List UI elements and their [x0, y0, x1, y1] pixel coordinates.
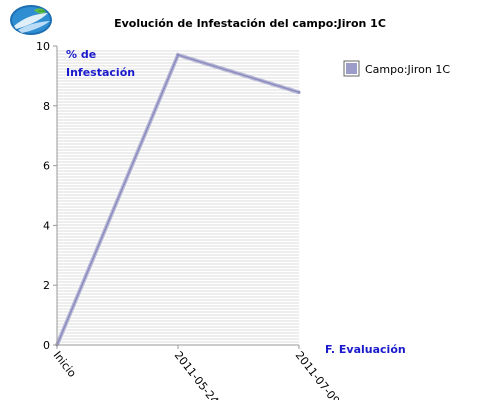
data-point — [176, 53, 180, 57]
x-tick-label: Inicio — [51, 349, 79, 380]
series-layer — [55, 52, 301, 347]
x-axis-label: F. Evaluación — [325, 343, 406, 356]
y-tick-label: 2 — [43, 279, 50, 292]
chart-title: Evolución de Infestación del campo:Jiron… — [114, 17, 386, 30]
legend-swatch — [346, 63, 357, 74]
data-point — [297, 90, 301, 94]
y-tick-label: 6 — [43, 160, 50, 173]
legend-label: Campo:Jiron 1C — [365, 63, 450, 76]
legend: Campo:Jiron 1C — [343, 60, 450, 77]
y-tick-label: 0 — [43, 339, 50, 352]
company-logo-icon — [10, 5, 52, 35]
grid-lines — [57, 50, 299, 343]
y-axis-label-line-1: % de — [66, 48, 96, 61]
y-tick-label: 8 — [43, 100, 50, 113]
x-tick-label: 2011-05-24 — [172, 349, 222, 400]
y-axis-label-line-2: Infestación — [66, 66, 135, 79]
y-tick-label: 10 — [36, 40, 50, 53]
x-tick-label: 2011-07-09 — [293, 349, 343, 400]
y-tick-label: 4 — [43, 219, 50, 232]
